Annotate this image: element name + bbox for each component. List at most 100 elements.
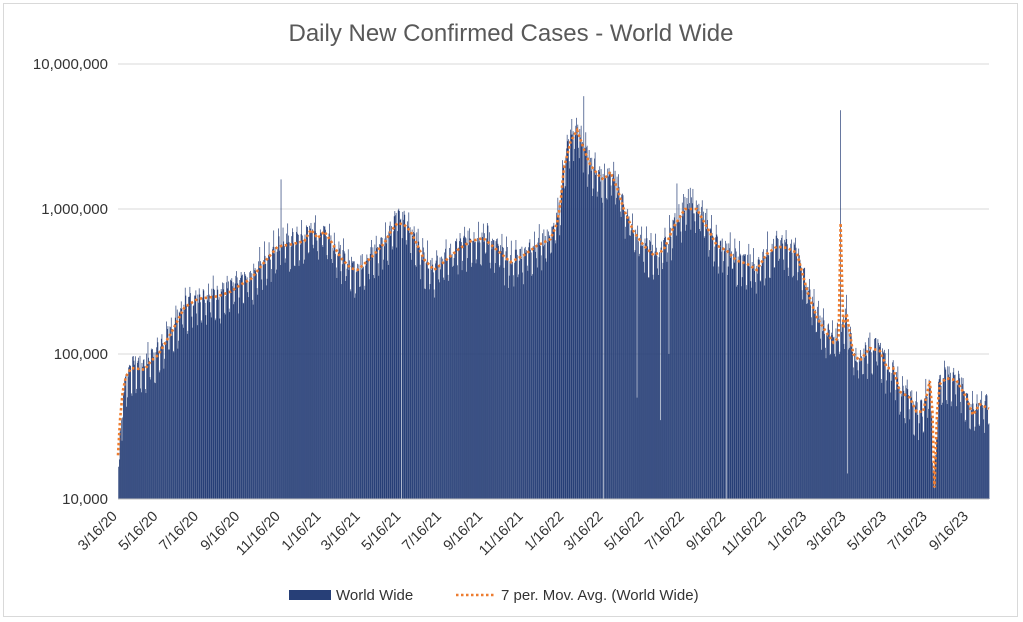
bar xyxy=(427,268,429,499)
bar xyxy=(333,250,334,499)
bar xyxy=(600,181,601,499)
bar xyxy=(606,198,607,499)
x-tick-label: 11/16/20 xyxy=(233,509,283,559)
bar xyxy=(938,381,939,499)
bar xyxy=(736,286,738,499)
bar xyxy=(679,214,681,500)
bar xyxy=(978,403,979,499)
bar xyxy=(840,110,841,499)
bar xyxy=(231,278,233,499)
bar xyxy=(168,349,170,499)
bar xyxy=(979,425,981,499)
bar xyxy=(408,212,410,499)
bar xyxy=(677,221,678,499)
bar xyxy=(533,247,535,499)
bar xyxy=(395,215,396,499)
bar xyxy=(779,258,780,499)
bar xyxy=(312,244,314,499)
bar xyxy=(184,287,186,499)
bar xyxy=(568,139,569,499)
bar xyxy=(901,396,903,499)
bar xyxy=(968,400,969,499)
bar xyxy=(832,337,834,499)
bar xyxy=(937,419,939,499)
bar xyxy=(372,247,374,499)
bar xyxy=(447,260,448,499)
bar xyxy=(404,214,406,500)
bar xyxy=(179,312,181,499)
bar xyxy=(864,342,866,499)
bar xyxy=(170,317,172,499)
bar xyxy=(214,320,216,499)
bar xyxy=(327,259,328,499)
bar xyxy=(509,261,511,499)
bar xyxy=(944,360,945,499)
bar xyxy=(824,333,826,499)
bar xyxy=(391,225,392,499)
bar xyxy=(307,253,309,499)
bar xyxy=(638,256,640,499)
bar xyxy=(377,246,378,499)
bar xyxy=(488,244,489,499)
bar xyxy=(530,249,531,499)
bar xyxy=(816,331,818,499)
bar xyxy=(419,247,420,499)
bar xyxy=(256,273,257,499)
bar xyxy=(480,264,482,499)
bar xyxy=(692,188,694,500)
bar xyxy=(907,389,909,499)
bar xyxy=(961,377,963,499)
bar xyxy=(510,240,512,499)
bar xyxy=(489,262,491,499)
bar xyxy=(970,429,971,499)
bar xyxy=(785,230,787,499)
bar xyxy=(139,355,141,499)
bar xyxy=(791,252,793,499)
bar xyxy=(299,244,301,499)
bar xyxy=(823,320,825,499)
bar xyxy=(282,227,284,499)
bar xyxy=(939,375,941,499)
bar xyxy=(433,289,435,499)
bar xyxy=(846,473,848,499)
bar xyxy=(204,302,206,499)
bar xyxy=(625,226,627,499)
bar xyxy=(775,248,776,499)
legend-label-world-wide: World Wide xyxy=(336,587,413,604)
bar xyxy=(887,369,889,499)
bar xyxy=(448,280,450,499)
bar xyxy=(671,260,672,499)
bar xyxy=(882,351,884,499)
bar xyxy=(715,224,717,499)
bar xyxy=(542,246,544,499)
bar xyxy=(788,276,790,499)
bar xyxy=(252,299,253,499)
bar xyxy=(675,235,677,499)
bar xyxy=(407,226,409,499)
bar xyxy=(572,134,573,499)
bar xyxy=(928,379,930,499)
bar xyxy=(315,233,317,500)
bar xyxy=(590,170,592,500)
bar xyxy=(397,210,399,500)
bar xyxy=(174,317,176,499)
bar xyxy=(388,231,390,499)
bar xyxy=(588,174,589,499)
bar xyxy=(367,258,368,499)
bar xyxy=(471,262,473,499)
bar xyxy=(173,352,175,499)
bar xyxy=(661,269,663,499)
bar xyxy=(362,268,364,499)
bar xyxy=(805,282,807,499)
bar xyxy=(719,248,720,499)
bar xyxy=(522,284,524,499)
bar xyxy=(756,265,758,499)
x-tick-label: 1/16/21 xyxy=(279,509,325,555)
bar xyxy=(974,430,975,499)
bar xyxy=(365,265,366,499)
bar xyxy=(833,336,835,499)
bar xyxy=(834,353,835,499)
bar xyxy=(699,229,700,499)
bar xyxy=(654,251,656,499)
bar xyxy=(472,240,474,499)
